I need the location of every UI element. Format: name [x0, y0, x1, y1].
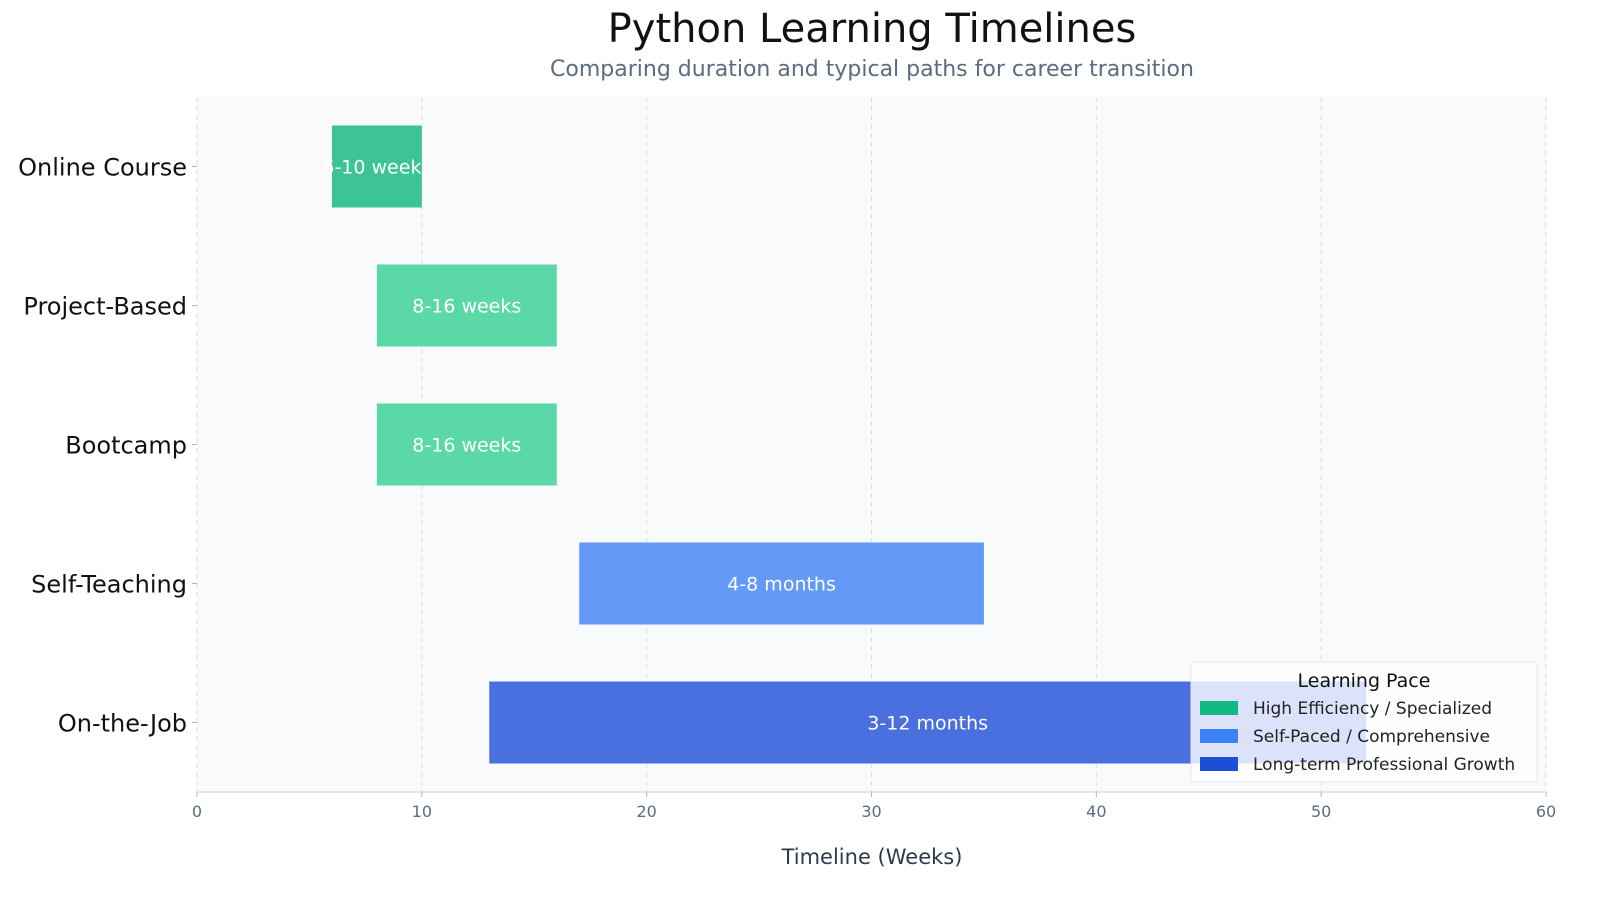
legend-entry: High Efficiency / Specialized [1253, 699, 1492, 719]
y-tick-label: On-the-Job [58, 710, 187, 738]
legend-swatch [1200, 701, 1238, 715]
x-tick-label: 40 [1086, 802, 1106, 821]
y-tick-label: Project-Based [23, 293, 187, 321]
y-tick-label: Bootcamp [65, 432, 187, 460]
legend-box [1190, 661, 1538, 783]
x-tick-label: 60 [1536, 802, 1556, 821]
x-tick-label: 20 [636, 802, 656, 821]
y-tick-label: Online Course [18, 154, 187, 182]
bar-label: 8-16 weeks [412, 296, 521, 318]
bar-self-teaching [579, 542, 984, 625]
x-tick-label: 0 [192, 802, 202, 821]
bar-online-course [331, 125, 422, 208]
x-tick-label: 50 [1311, 802, 1331, 821]
bar-label: 3-12 months [867, 713, 988, 735]
legend: Learning Pace High Efficiency / Specializ… [1190, 661, 1538, 783]
y-tick-label: Self-Teaching [31, 571, 187, 599]
chart-title: Python Learning Timelines [608, 6, 1137, 52]
chart-subtitle: Comparing duration and typical paths for… [550, 57, 1194, 82]
x-tick-label: 10 [412, 802, 432, 821]
bar-project-based [376, 264, 557, 347]
bar-bootcamp [376, 403, 557, 486]
bar-label: 8-16 weeks [412, 435, 521, 457]
x-axis-label: Timeline (Weeks) [781, 845, 963, 869]
legend-swatch [1200, 757, 1238, 771]
bar-label: 4-8 months [727, 574, 836, 596]
legend-entry: Long-term Professional Growth [1253, 755, 1515, 775]
bar-label: 6-10 weeks [322, 157, 431, 179]
x-tick-label: 30 [861, 802, 881, 821]
legend-swatch [1200, 729, 1238, 743]
legend-title: Learning Pace [1298, 670, 1431, 692]
legend-entry: Self-Paced / Comprehensive [1253, 727, 1490, 747]
